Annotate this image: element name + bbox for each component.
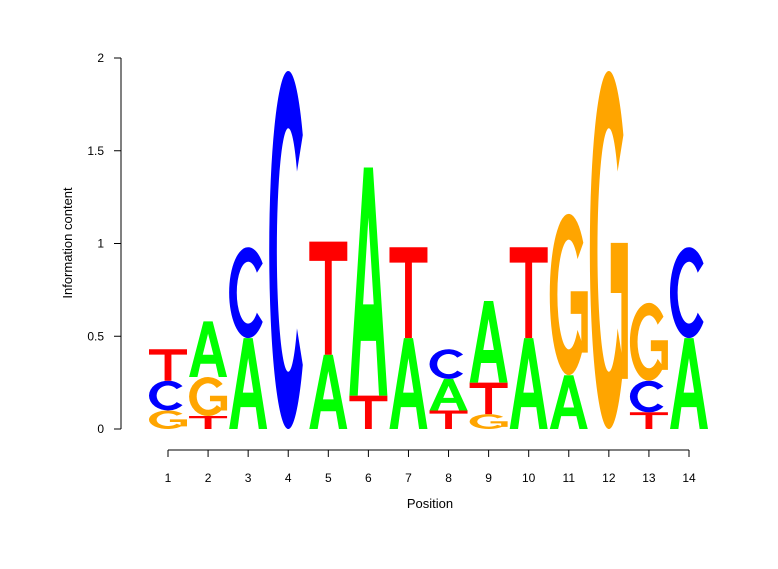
x-tick-label: 3: [245, 471, 252, 485]
y-tick-label: 2: [97, 51, 104, 65]
logo-letter-C: [629, 380, 664, 413]
logo-letter-G: [469, 414, 508, 429]
logo-letter-A: [389, 338, 428, 429]
x-tick-label: 8: [445, 471, 452, 485]
logo-letter-C: [148, 380, 183, 411]
logo-letter-G: [629, 302, 668, 381]
x-tick-label: 11: [563, 471, 576, 485]
x-tick-label: 12: [602, 471, 616, 485]
logo-letter-T: [469, 382, 508, 415]
logo-letter-T: [309, 241, 348, 355]
logo-letter-G: [148, 410, 187, 429]
logo-letter-A: [549, 375, 588, 429]
logo-letter-A: [509, 338, 548, 429]
logo-letter-C: [269, 70, 303, 429]
logo-letter-T: [429, 410, 468, 429]
logo-letter-G: [549, 213, 588, 376]
logo-letter-A: [469, 301, 508, 383]
y-tick-label: 0: [97, 422, 104, 436]
logo-letter-C: [669, 247, 704, 339]
logo-letter-C: [429, 349, 464, 379]
x-tick-label: 4: [285, 471, 292, 485]
logo-letter-T: [389, 247, 428, 339]
x-tick-label: 6: [365, 471, 372, 485]
logo-letter-A: [229, 338, 268, 429]
x-tick-label: 7: [405, 471, 412, 485]
logo-letter-T: [189, 416, 228, 429]
logo-letter-C: [229, 247, 263, 339]
logo-letter-T: [629, 412, 668, 429]
x-tick-label: 9: [485, 471, 492, 485]
x-axis: 1 2 3 4 5 6 7 8 9 10 11 12 13 14: [165, 449, 696, 485]
x-tick-label: 13: [642, 471, 656, 485]
logo-letter-A: [309, 354, 348, 429]
logo-letter-T: [149, 349, 187, 381]
logo-letter-A: [349, 167, 388, 396]
y-tick-label: 1: [97, 237, 104, 251]
y-axis: 0 0.5 1 1.5 2: [87, 51, 122, 436]
logo-letter-G: [589, 70, 628, 429]
logo-letter-A: [670, 338, 708, 429]
x-tick-label: 1: [165, 471, 172, 485]
logo-letter-A: [429, 378, 468, 411]
x-tick-label: 2: [205, 471, 212, 485]
x-tick-label: 5: [325, 471, 332, 485]
y-tick-label: 1.5: [87, 144, 104, 158]
logo-letter-A: [189, 321, 228, 378]
x-axis-label: Position: [407, 496, 453, 511]
logo-letter-T: [349, 395, 388, 429]
x-tick-label: 14: [682, 471, 696, 485]
x-tick-label: 10: [522, 471, 536, 485]
logo-letter-G: [189, 377, 228, 417]
y-axis-label: Information content: [60, 187, 75, 299]
logo-letters: [148, 70, 708, 429]
logo-letter-T: [509, 247, 548, 339]
y-tick-label: 0.5: [87, 329, 104, 343]
